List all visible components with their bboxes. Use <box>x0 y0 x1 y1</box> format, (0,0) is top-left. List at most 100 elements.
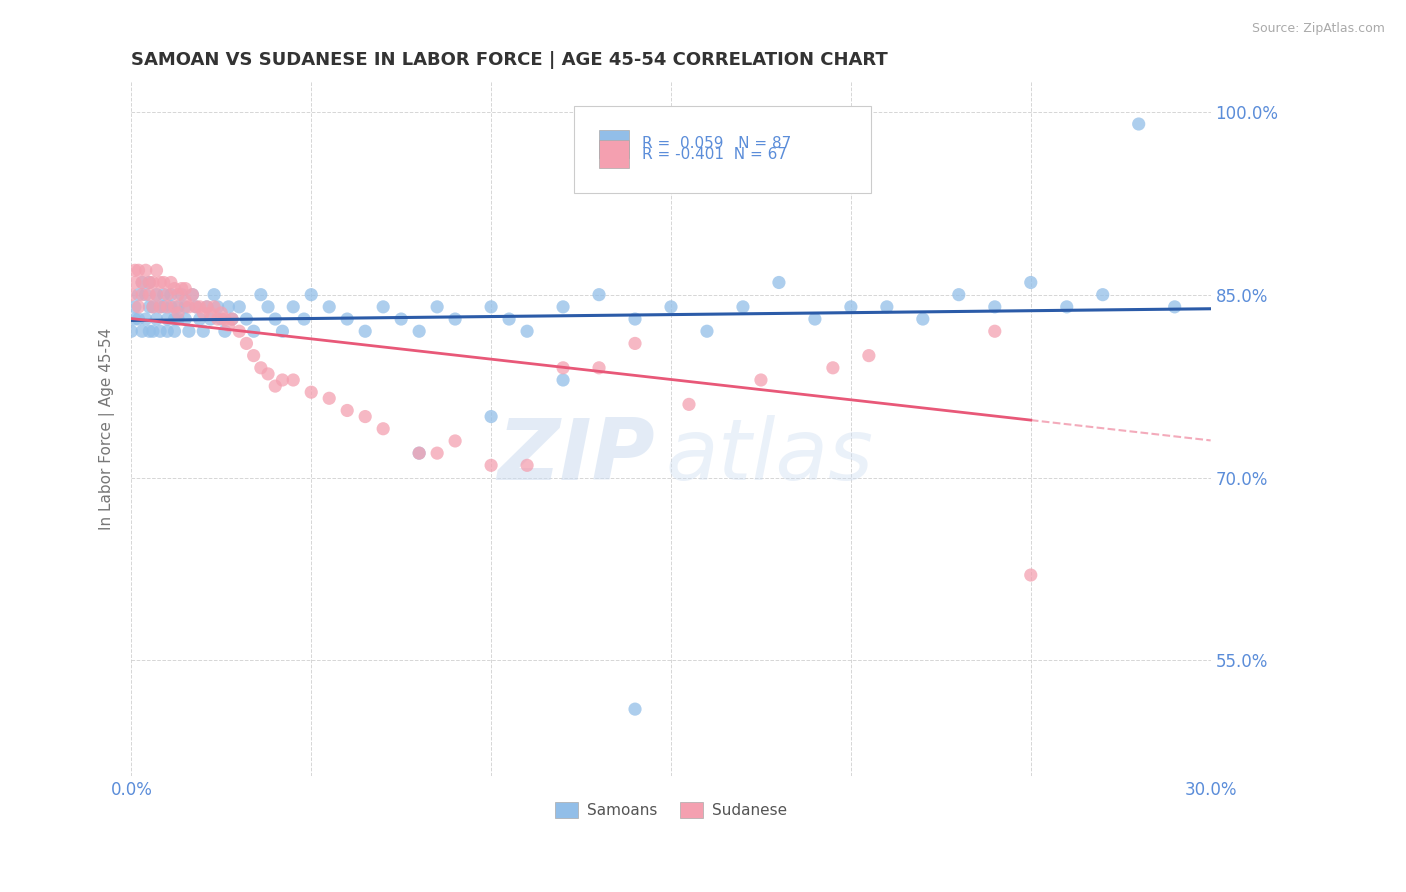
Point <box>170 287 193 301</box>
Point <box>624 312 647 326</box>
Point <box>821 360 844 375</box>
Point <box>1019 568 1042 582</box>
Point <box>408 324 430 338</box>
Point <box>193 324 215 338</box>
Point <box>214 312 236 326</box>
Point <box>124 263 146 277</box>
Point <box>156 287 179 301</box>
Point <box>128 263 150 277</box>
Point <box>336 312 359 326</box>
Point <box>858 349 880 363</box>
Point <box>292 312 315 326</box>
Point <box>911 312 934 326</box>
Point <box>128 287 150 301</box>
Point <box>128 300 150 314</box>
Point <box>131 324 153 338</box>
FancyBboxPatch shape <box>599 130 628 158</box>
Legend: Samoans, Sudanese: Samoans, Sudanese <box>548 796 793 824</box>
Point <box>283 300 305 314</box>
Point <box>174 300 197 314</box>
Point <box>444 434 467 448</box>
Point <box>1019 276 1042 290</box>
Text: R = -0.401  N = 67: R = -0.401 N = 67 <box>643 147 787 161</box>
Point <box>479 458 502 473</box>
Point <box>678 397 700 411</box>
Point <box>389 312 412 326</box>
Point <box>804 312 827 326</box>
Point <box>128 312 150 326</box>
Point <box>283 373 305 387</box>
Point <box>152 287 174 301</box>
Point <box>217 300 239 314</box>
Point <box>124 312 146 326</box>
Point <box>184 300 207 314</box>
Point <box>242 324 264 338</box>
Point <box>160 287 183 301</box>
Point <box>264 379 287 393</box>
Point <box>228 324 250 338</box>
Y-axis label: In Labor Force | Age 45-54: In Labor Force | Age 45-54 <box>100 327 115 530</box>
Point <box>120 324 142 338</box>
Point <box>149 300 172 314</box>
Point <box>408 446 430 460</box>
Point <box>142 324 165 338</box>
Point <box>167 306 190 320</box>
FancyBboxPatch shape <box>574 105 870 193</box>
Point <box>124 276 146 290</box>
Point <box>257 367 280 381</box>
Point <box>156 300 179 314</box>
Point <box>167 287 190 301</box>
Point <box>426 300 449 314</box>
Point <box>588 360 610 375</box>
Point <box>839 300 862 314</box>
Point <box>167 312 190 326</box>
Point <box>200 306 222 320</box>
Point <box>138 300 160 314</box>
Point <box>373 422 395 436</box>
Point <box>177 300 200 314</box>
Point <box>135 287 157 301</box>
Point <box>181 287 204 301</box>
Point <box>181 287 204 301</box>
Point <box>193 306 215 320</box>
Point <box>318 392 340 406</box>
Text: atlas: atlas <box>665 415 873 498</box>
Point <box>209 306 232 320</box>
Point <box>214 324 236 338</box>
Point <box>163 324 186 338</box>
Point <box>984 300 1007 314</box>
Point <box>195 300 218 314</box>
Point <box>516 324 538 338</box>
Text: SAMOAN VS SUDANESE IN LABOR FORCE | AGE 45-54 CORRELATION CHART: SAMOAN VS SUDANESE IN LABOR FORCE | AGE … <box>131 51 889 69</box>
Point <box>200 312 222 326</box>
Point <box>299 287 322 301</box>
Point <box>1128 117 1150 131</box>
Point <box>202 300 225 314</box>
Point <box>195 300 218 314</box>
Point <box>235 312 257 326</box>
Point <box>120 287 142 301</box>
Point <box>479 300 502 314</box>
Point <box>202 287 225 301</box>
Text: R =  0.059   N = 87: R = 0.059 N = 87 <box>643 136 792 152</box>
Point <box>271 324 294 338</box>
Point <box>749 373 772 387</box>
Point <box>188 300 211 314</box>
Point <box>1091 287 1114 301</box>
Point <box>188 312 211 326</box>
Point <box>207 300 229 314</box>
Point <box>145 263 167 277</box>
Point <box>551 360 574 375</box>
Point <box>174 293 197 308</box>
Point <box>131 276 153 290</box>
Point <box>207 312 229 326</box>
Point <box>1163 300 1185 314</box>
Point <box>142 300 165 314</box>
Point <box>135 312 157 326</box>
Point <box>184 300 207 314</box>
Point <box>124 300 146 314</box>
Point <box>174 282 197 296</box>
Point <box>209 312 232 326</box>
Point <box>170 282 193 296</box>
Point <box>354 324 377 338</box>
